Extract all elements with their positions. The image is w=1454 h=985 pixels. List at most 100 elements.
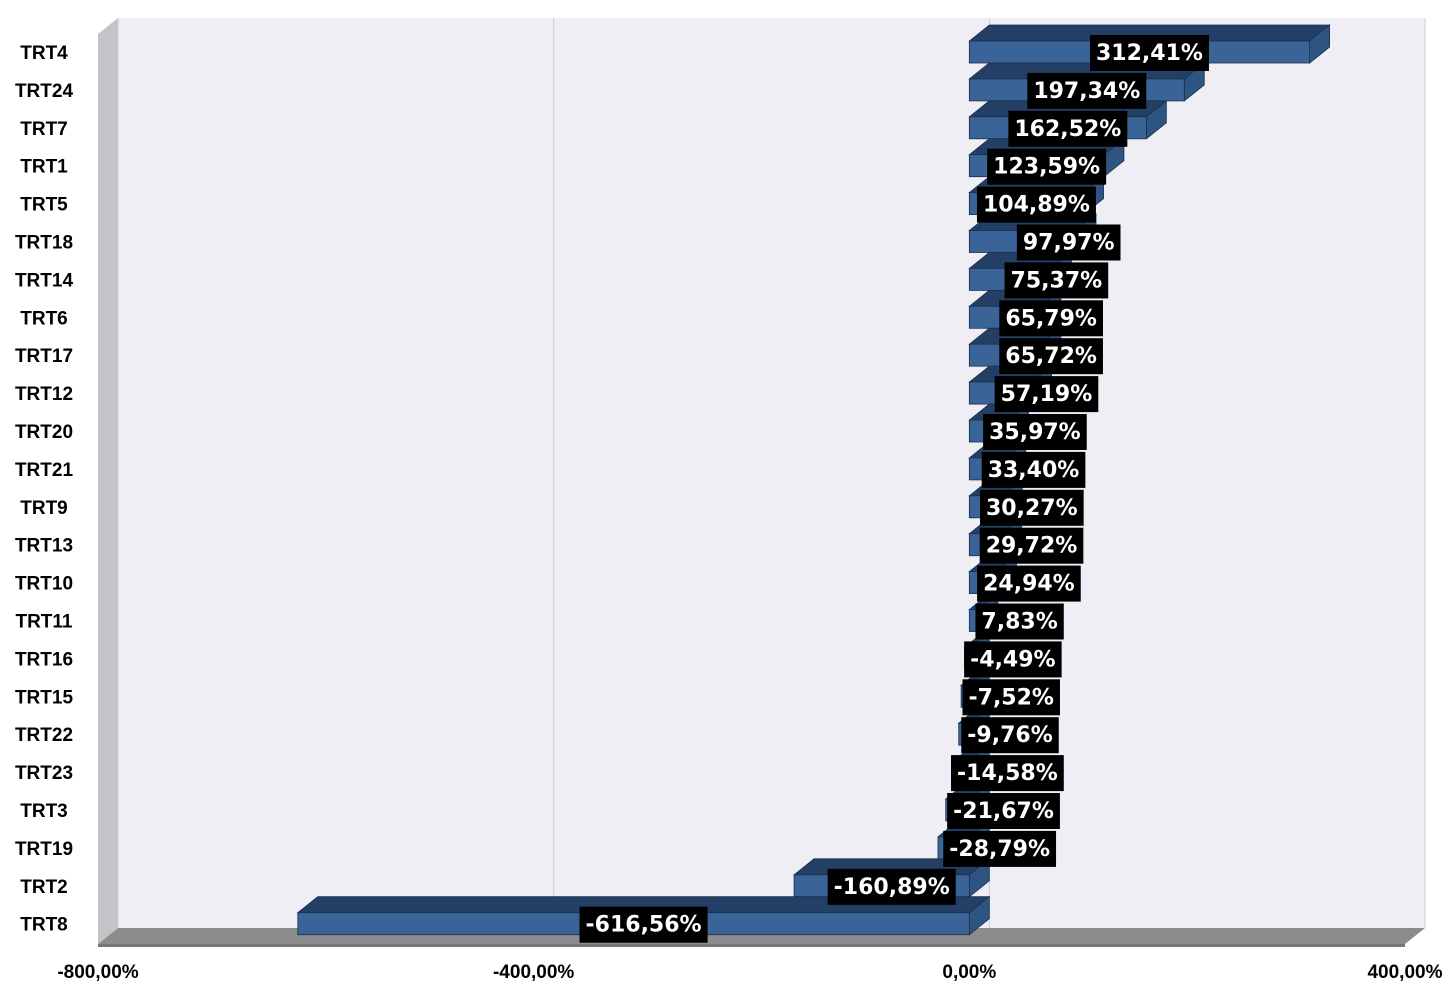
- data-label-TRT8: -616,56%: [579, 906, 708, 943]
- data-label-text: 97,97%: [1023, 231, 1115, 256]
- back-wall: [118, 18, 1425, 928]
- data-label-box: [947, 793, 1060, 829]
- data-label-text: -9,76%: [967, 723, 1052, 748]
- data-label-text: -7,52%: [969, 685, 1054, 710]
- data-label-TRT5: 104,89%: [976, 186, 1096, 223]
- data-label-text: 65,79%: [1005, 306, 1097, 331]
- data-label-text: 29,72%: [986, 534, 1078, 559]
- data-label-box: [983, 414, 1087, 450]
- data-label-TRT7: 162,52%: [1008, 110, 1128, 147]
- data-label-TRT1: 123,59%: [987, 148, 1107, 185]
- category-label: TRT21: [15, 460, 74, 481]
- category-label: TRT19: [15, 839, 73, 860]
- data-label-TRT12: 57,19%: [994, 376, 1099, 413]
- data-label-TRT22: -9,76%: [961, 717, 1059, 754]
- data-label-box: [951, 755, 1064, 792]
- category-label: TRT9: [20, 498, 68, 519]
- left-wall: [98, 18, 118, 944]
- category-label: TRT10: [15, 574, 73, 595]
- data-label-box: [975, 603, 1064, 640]
- data-label-TRT6: 65,79%: [999, 300, 1103, 337]
- data-label-TRT9: 30,27%: [979, 489, 1084, 526]
- data-label-text: -28,79%: [949, 837, 1050, 862]
- data-label-TRT14: 75,37%: [1004, 262, 1109, 299]
- data-label-TRT11: 7,83%: [975, 603, 1064, 640]
- data-label-text: 33,40%: [988, 458, 1080, 483]
- data-label-box: [979, 527, 1084, 564]
- data-label-text: 312,41%: [1096, 41, 1203, 66]
- data-label-box: [1016, 224, 1121, 261]
- category-label: TRT3: [20, 801, 68, 822]
- data-label-text: 104,89%: [983, 193, 1090, 218]
- data-label-box: [964, 641, 1062, 678]
- category-label: TRT18: [15, 233, 73, 254]
- category-label: TRT17: [15, 346, 73, 367]
- data-label-box: [1089, 35, 1209, 71]
- category-label: TRT23: [15, 763, 73, 784]
- category-label: TRT15: [15, 687, 74, 708]
- data-label-box: [1027, 72, 1147, 109]
- data-label-text: 197,34%: [1033, 79, 1140, 104]
- category-label: TRT12: [15, 384, 73, 405]
- data-label-TRT21: 33,40%: [981, 451, 1086, 488]
- data-label-text: 24,94%: [983, 572, 1075, 597]
- data-label-text: 65,72%: [1005, 344, 1097, 369]
- category-label: TRT7: [20, 119, 68, 140]
- category-label: TRT22: [15, 725, 73, 746]
- data-label-box: [987, 148, 1107, 185]
- category-label: TRT1: [20, 157, 68, 178]
- data-label-box: [943, 830, 1057, 867]
- data-label-text: 57,19%: [1001, 382, 1093, 407]
- category-labels: TRT4 TRT24 TRT7 TRT1 TRT5 TRT18 TRT14 TRT6 TRT17…: [15, 43, 74, 936]
- category-label: TRT5: [20, 195, 68, 216]
- data-label-box: [981, 451, 1086, 488]
- category-label: TRT8: [20, 915, 68, 936]
- data-label-box: [977, 565, 1081, 602]
- x-tick-label: 0,00%: [942, 962, 996, 983]
- data-label-TRT13: 29,72%: [979, 527, 1084, 564]
- data-label-text: -616,56%: [586, 913, 702, 938]
- category-label: TRT16: [15, 649, 73, 670]
- x-tick-label: -800,00%: [57, 962, 138, 983]
- x-tick-label: -400,00%: [493, 962, 574, 983]
- data-label-TRT19: -28,79%: [943, 830, 1057, 867]
- data-label-text: 7,83%: [981, 610, 1057, 635]
- data-label-TRT15: -7,52%: [962, 679, 1060, 716]
- bars: 312,41% 197,34% 162,52% 123,59% 104,89% 97,97…: [296, 24, 1331, 943]
- data-label-TRT2: -160,89%: [827, 868, 956, 905]
- data-label-box: [1004, 262, 1109, 299]
- category-label: TRT13: [15, 536, 73, 557]
- data-label-TRT16: -4,49%: [964, 641, 1062, 678]
- data-label-TRT24: 197,34%: [1027, 72, 1147, 109]
- data-label-text: 162,52%: [1014, 117, 1121, 142]
- data-label-TRT4: 312,41%: [1089, 35, 1209, 71]
- data-label-TRT17: 65,72%: [999, 338, 1103, 375]
- data-label-box: [827, 868, 956, 905]
- data-label-TRT20: 35,97%: [983, 414, 1087, 450]
- x-tick-labels: -800,00% -400,00% 0,00% 400,00%: [57, 962, 1442, 983]
- data-label-box: [962, 679, 1060, 716]
- data-label-text: 35,97%: [989, 420, 1081, 445]
- data-label-box: [961, 717, 1059, 754]
- data-label-box: [1008, 110, 1128, 147]
- data-label-box: [999, 338, 1103, 375]
- category-label: TRT6: [20, 308, 68, 329]
- data-label-box: [976, 186, 1096, 223]
- category-label: TRT11: [15, 612, 72, 633]
- data-label-box: [979, 489, 1084, 526]
- category-label: TRT2: [20, 877, 68, 898]
- category-label: TRT24: [15, 81, 74, 102]
- x-tick-label: 400,00%: [1367, 962, 1442, 983]
- data-label-text: 123,59%: [993, 155, 1100, 180]
- category-label: TRT14: [15, 270, 74, 291]
- data-label-TRT23: -14,58%: [951, 755, 1064, 792]
- data-label-text: -14,58%: [957, 761, 1058, 786]
- category-label: TRT20: [15, 422, 73, 443]
- data-label-text: -4,49%: [970, 647, 1055, 672]
- floor-edge: [98, 944, 1405, 947]
- chart-walls: [98, 18, 1425, 947]
- data-label-TRT3: -21,67%: [947, 793, 1060, 829]
- data-label-TRT10: 24,94%: [977, 565, 1081, 602]
- data-label-box: [579, 906, 708, 943]
